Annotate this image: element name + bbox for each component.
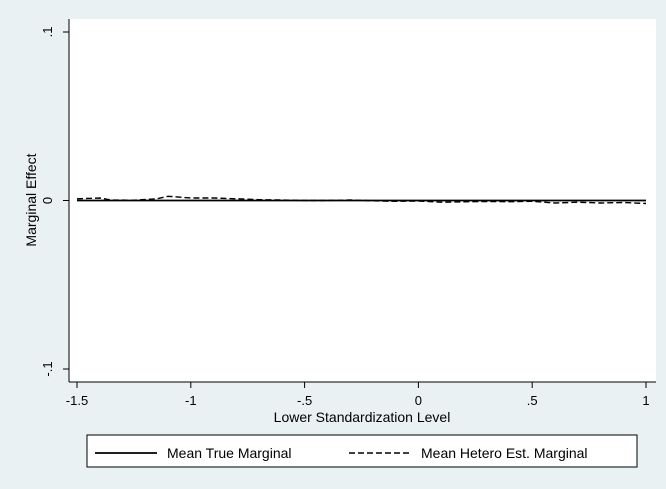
legend: Mean True Marginal Mean Hetero Est. Marg… <box>86 434 638 468</box>
y-tick-label: -.1 <box>40 361 55 376</box>
x-tick-label: .5 <box>527 393 538 408</box>
x-tick-label: 0 <box>415 393 422 408</box>
y-tick-label: 0 <box>40 197 55 204</box>
legend-entry-hetero: Mean Hetero Est. Marginal <box>421 445 588 461</box>
x-axis-label: Lower Standardization Level <box>274 409 451 425</box>
y-axis-label: Marginal Effect <box>23 153 39 246</box>
x-tick-label: -1 <box>185 393 197 408</box>
series-line-hetero-est <box>76 195 647 205</box>
x-tick-label: -.5 <box>297 393 312 408</box>
x-tick-label: -1.5 <box>66 393 88 408</box>
x-tick-label: 1 <box>642 393 649 408</box>
y-tick-label: .1 <box>40 27 55 38</box>
legend-entry-true: Mean True Marginal <box>167 445 292 461</box>
